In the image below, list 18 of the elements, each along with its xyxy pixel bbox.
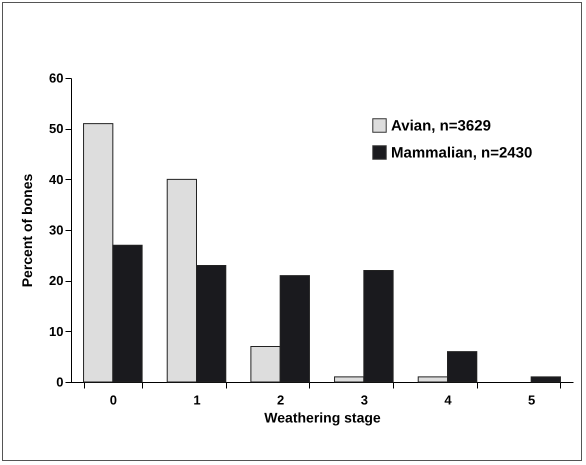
- legend-label: Avian, n=3629: [391, 118, 491, 134]
- y-tick-label: 0: [56, 374, 64, 390]
- y-axis-title: Percent of bones: [19, 174, 36, 288]
- y-tick-label: 50: [49, 121, 64, 136]
- y-tick-label: 60: [49, 70, 64, 86]
- x-tick-label: 0: [110, 392, 117, 408]
- x-tick-label: 4: [444, 392, 452, 408]
- x-axis-title: Weathering stage: [264, 410, 381, 426]
- x-tick-label: 5: [528, 392, 536, 408]
- y-tick-label: 40: [49, 172, 64, 187]
- bar: [530, 376, 561, 382]
- x-tick-label: 1: [193, 392, 201, 408]
- y-tick-label: 10: [49, 324, 64, 339]
- y-tick-label: 30: [49, 222, 64, 238]
- y-tick-label: 20: [49, 273, 64, 288]
- legend-label: Mammalian, n=2430: [391, 144, 532, 162]
- x-tick-label: 2: [277, 392, 284, 408]
- x-tick-label: 3: [360, 392, 368, 408]
